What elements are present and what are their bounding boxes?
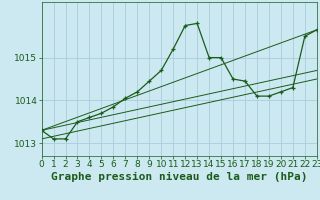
X-axis label: Graphe pression niveau de la mer (hPa): Graphe pression niveau de la mer (hPa) [51,172,308,182]
